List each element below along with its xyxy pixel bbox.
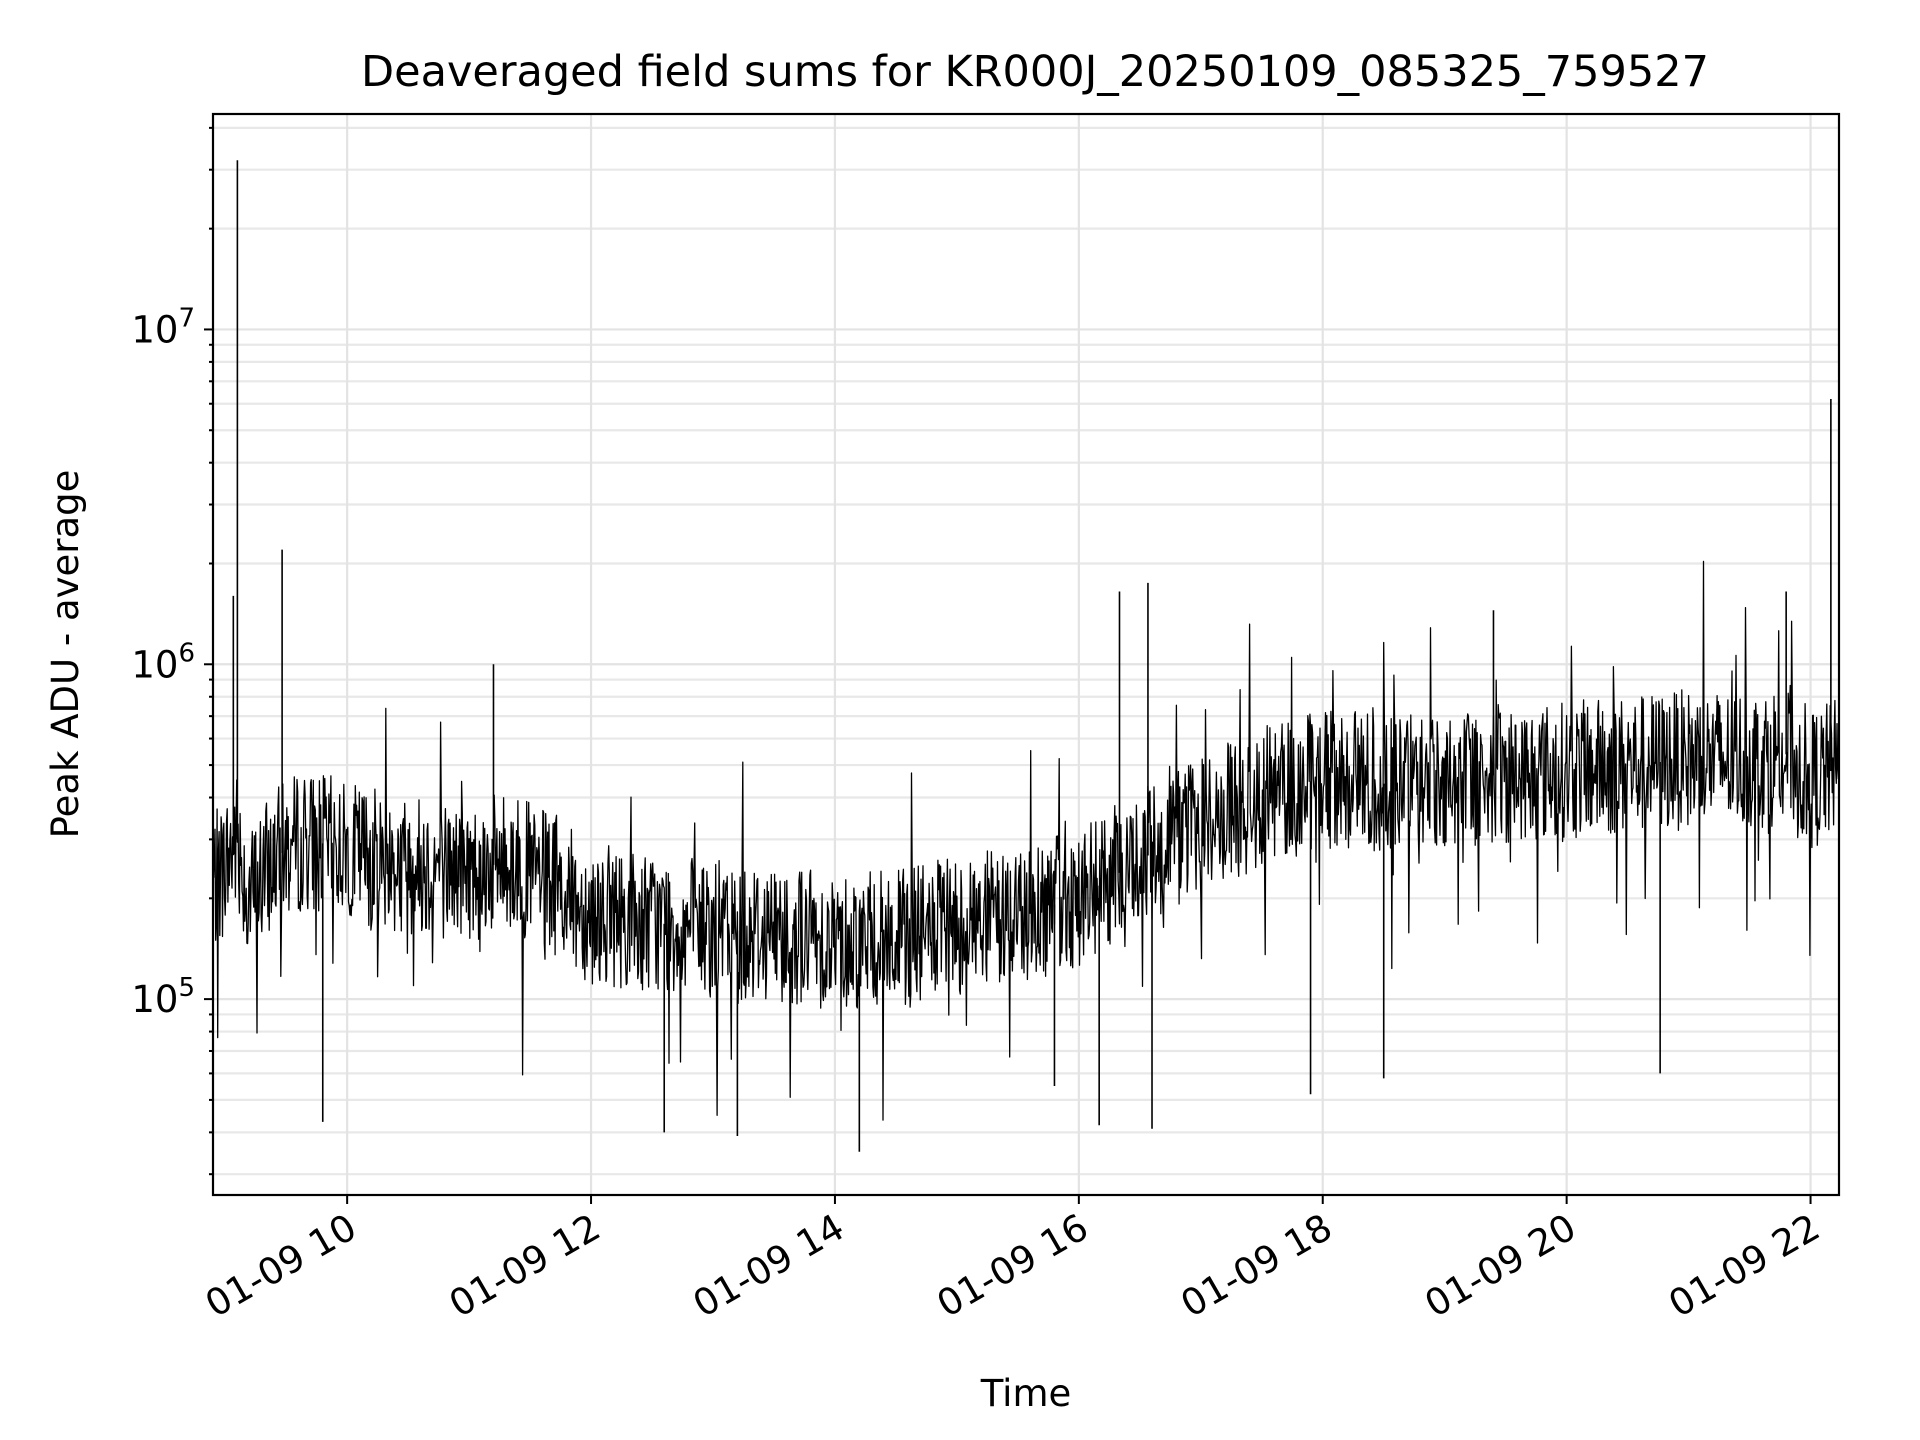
y-tick-exponent: 7 bbox=[178, 303, 195, 333]
y-tick-label: 106 bbox=[131, 638, 195, 686]
series-line bbox=[212, 560, 1840, 1121]
plot-area bbox=[209, 112, 1841, 1197]
axes-frame bbox=[211, 112, 1841, 1197]
y-axis-label: Peak ADU - average bbox=[44, 470, 87, 839]
series-layer bbox=[212, 160, 1840, 1152]
y-tick-base: 10 bbox=[131, 978, 178, 1021]
y-tick-base: 10 bbox=[131, 643, 178, 686]
y-tick-label: 107 bbox=[131, 303, 195, 351]
major-gridlines bbox=[213, 114, 1839, 1195]
x-axis-label: Time bbox=[980, 1372, 1072, 1415]
y-tick-exponent: 6 bbox=[178, 638, 195, 668]
chart-title: Deaveraged field sums for KR000J_2025010… bbox=[361, 47, 1709, 97]
y-tick-base: 10 bbox=[131, 308, 178, 351]
y-tick-label: 105 bbox=[131, 973, 195, 1021]
minor-gridlines bbox=[209, 126, 1839, 1176]
y-tick-exponent: 5 bbox=[178, 973, 195, 1003]
